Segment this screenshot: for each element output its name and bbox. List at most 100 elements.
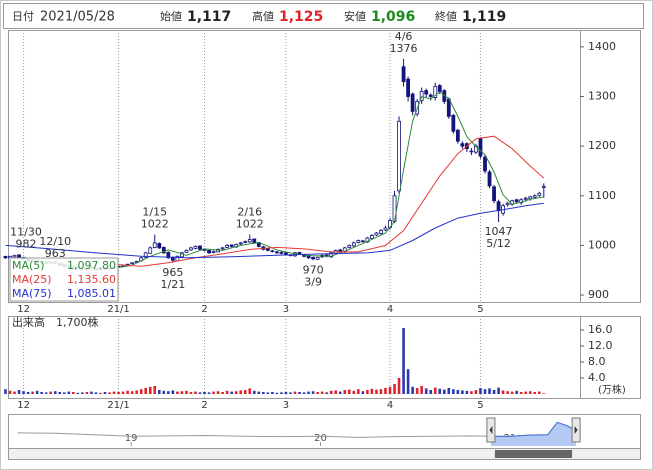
volume-bar	[121, 391, 125, 394]
volume-bar	[162, 390, 166, 394]
volume-bar	[144, 388, 148, 394]
x-tick-label: 21/1	[107, 400, 129, 411]
scrollbar-thumb	[494, 450, 573, 458]
price-panel	[8, 30, 641, 303]
volume-bar	[347, 389, 351, 394]
x-tick-label: 2	[201, 304, 207, 315]
candle-body	[351, 242, 356, 247]
candle-body	[220, 247, 225, 250]
volume-bar	[203, 392, 206, 394]
candle-body	[410, 93, 415, 112]
annotation-value: 970	[303, 263, 324, 276]
volume-unit: (万株)	[598, 383, 626, 396]
candle-body	[428, 94, 433, 97]
volume-bar	[185, 390, 188, 394]
candle-body	[17, 254, 21, 258]
volume-bar	[311, 391, 315, 394]
volume-bar	[103, 392, 107, 394]
volume-bar	[357, 389, 360, 394]
x-tick-label: 4	[387, 400, 393, 411]
annotation-date: 4/6	[395, 30, 413, 43]
volume-bar	[108, 392, 111, 394]
volume-bar	[90, 391, 93, 394]
candle-body	[487, 171, 492, 187]
candle-body	[148, 247, 153, 254]
x-tick-label: 2	[201, 400, 207, 411]
volume-bar	[361, 391, 365, 394]
volume-bar	[501, 390, 505, 394]
volume-bar	[442, 389, 446, 394]
volume-bar	[424, 388, 428, 394]
candle-body	[505, 202, 510, 206]
candle-body	[437, 85, 442, 92]
volume-bar	[307, 391, 310, 394]
annotation-date: 3/9	[304, 275, 322, 288]
annotation-value: 1022	[141, 217, 169, 230]
volume-bar	[474, 390, 478, 394]
candle-body	[270, 250, 275, 253]
candle-body	[356, 240, 361, 243]
volume-bar	[528, 391, 532, 394]
candle-body	[383, 227, 388, 231]
volume-bar	[461, 390, 464, 394]
candle-body	[198, 245, 202, 250]
annotation-value: 1022	[236, 217, 264, 230]
volume-bar	[429, 390, 433, 394]
x-tick-label: 3	[283, 400, 289, 411]
volume-bar	[126, 390, 129, 394]
candle-body	[193, 246, 198, 249]
volume-bar	[284, 392, 288, 394]
volume-bar	[252, 390, 256, 394]
candle-body	[401, 66, 406, 83]
volume-bar	[248, 388, 252, 394]
volume-bar	[384, 388, 387, 394]
volume-bar	[257, 391, 261, 394]
header-frame	[3, 3, 644, 29]
navigator-selection-area	[490, 422, 577, 446]
volume-bar	[17, 390, 21, 394]
candle-body	[478, 138, 483, 157]
y-tick-label: 12.0	[588, 339, 613, 352]
candle-body	[433, 86, 438, 98]
x-tick-label: 5	[477, 400, 483, 411]
volume-bar	[533, 392, 537, 394]
candle-body	[523, 197, 528, 200]
volume-bar	[415, 388, 419, 394]
low-label: 安値	[344, 9, 366, 23]
open-label: 始値	[160, 9, 182, 23]
volume-bar	[99, 392, 102, 394]
volume-bar	[275, 392, 279, 394]
candle-body	[483, 156, 487, 172]
candle-body	[238, 242, 243, 245]
selection-handle-arrow	[574, 426, 578, 434]
volume-latest: 1,700株	[56, 315, 99, 329]
x-tick-label: 21/1	[107, 304, 129, 315]
candle-body	[469, 150, 474, 153]
scrollbar-track	[9, 449, 640, 459]
volume-bar	[13, 391, 16, 394]
candle-body	[315, 256, 320, 260]
close-value: 1,119	[462, 9, 506, 25]
candle-body	[152, 242, 157, 248]
candle-body	[379, 230, 383, 234]
candle-body	[243, 241, 248, 243]
date-label: 日付	[12, 10, 34, 23]
candle-body	[455, 129, 460, 142]
volume-bar	[438, 388, 442, 394]
volume-bar	[352, 390, 356, 394]
volume-bar	[72, 392, 75, 394]
legend-value: 1,097.80	[67, 259, 116, 272]
volume-bar	[506, 391, 509, 394]
volume-bar	[239, 390, 243, 394]
volume-bar	[298, 392, 301, 394]
volume-bar	[157, 390, 161, 394]
volume-bar	[316, 392, 319, 394]
x-tick-label: 12	[17, 400, 30, 411]
candle-body	[306, 255, 311, 259]
volume-bar	[85, 392, 89, 394]
volume-bar	[366, 390, 369, 394]
volume-bar	[8, 390, 12, 394]
volume-bar	[397, 378, 401, 394]
volume-bar	[221, 392, 224, 394]
volume-bar	[406, 369, 410, 394]
